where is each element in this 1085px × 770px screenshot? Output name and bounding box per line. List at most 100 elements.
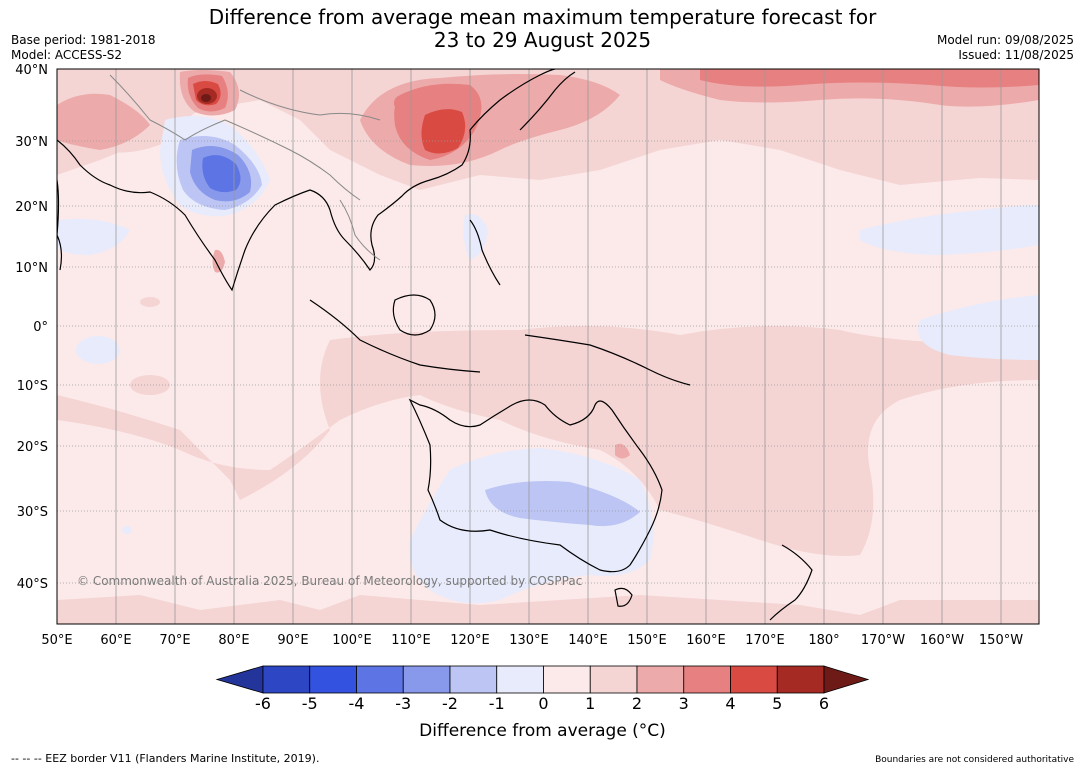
lon-label: 110°E xyxy=(391,633,431,648)
region-pacific-cool-2 xyxy=(918,295,1039,360)
colorbar-tick-label: 1 xyxy=(585,694,595,713)
meta-right: Model run: 09/08/2025 Issued: 11/08/2025 xyxy=(937,33,1074,63)
lon-label: 130°E xyxy=(509,633,549,648)
colorbar-tick-label: -6 xyxy=(255,694,271,713)
colorbar-tick-label: -1 xyxy=(489,694,505,713)
region-china-spot xyxy=(394,95,410,111)
lon-label: 150°W xyxy=(979,633,1023,648)
lat-label: 10°N xyxy=(15,261,48,276)
blob-pacific xyxy=(780,388,840,412)
coastline-asia xyxy=(57,69,556,292)
country-borders xyxy=(109,74,381,261)
lat-label: 30°S xyxy=(17,505,48,520)
region-northpacific-hot xyxy=(700,69,1039,88)
colorbar-segment xyxy=(683,665,731,694)
region-arabiansea-cool xyxy=(57,218,130,255)
latitude-labels: 40°N 30°N 20°N 10°N 0° 10°S 20°S 30°S 40°S xyxy=(15,63,48,592)
region-himalaya-6-plus xyxy=(201,94,211,102)
lon-label: 160°W xyxy=(920,633,964,648)
longitude-labels: 50°E 60°E 70°E 80°E 90°E 100°E 110°E 120°E 130°E… xyxy=(41,633,1023,648)
colorbar-segment xyxy=(402,665,451,694)
lat-label: 20°N xyxy=(15,200,48,215)
lon-label: 100°E xyxy=(332,633,372,648)
lon-label: 50°E xyxy=(41,633,72,648)
colorbar-segment xyxy=(636,665,685,694)
colorbar-tick-label: 2 xyxy=(632,694,642,713)
lat-label: 30°N xyxy=(15,135,48,150)
southern-edge-band xyxy=(57,595,1039,624)
region-australia-cooler xyxy=(485,481,640,527)
coastline-borneo xyxy=(392,294,436,336)
border-southasia xyxy=(109,74,361,201)
chart-title-line2: 23 to 29 August 2025 xyxy=(433,28,652,52)
lat-label: 20°S xyxy=(17,440,48,455)
lon-label: 80°E xyxy=(218,633,249,648)
colorbar-tick-label: 0 xyxy=(538,694,548,713)
lon-label: 150°E xyxy=(627,633,667,648)
colorbar-tick-label: -3 xyxy=(395,694,411,713)
chart-title-line1: Difference from average mean maximum tem… xyxy=(208,5,877,29)
colorbar-segment xyxy=(730,665,778,694)
coastline-philippines xyxy=(469,219,501,286)
base-period-text: Base period: 1981-2018 xyxy=(11,33,156,47)
colorbar-tick-label: 4 xyxy=(725,694,735,713)
region-srilanka-warm xyxy=(212,249,225,273)
model-text: Model: ACCESS-S2 xyxy=(11,48,123,62)
lon-label: 90°E xyxy=(277,633,308,648)
lat-label: 40°S xyxy=(17,577,48,592)
colorbar-tick-label: -5 xyxy=(302,694,318,713)
colorbar-tick-label: 3 xyxy=(679,694,689,713)
coastline-newguinea xyxy=(524,334,691,386)
lon-label: 180° xyxy=(808,633,839,648)
boundaries-note: Boundaries are not considered authoritat… xyxy=(875,755,1074,765)
colorbar-segment xyxy=(589,665,638,694)
lon-label: 160°E xyxy=(686,633,726,648)
colorbar-arrow-right xyxy=(823,665,870,694)
colorbar-segment xyxy=(496,665,544,694)
model-run-text: Model run: 09/08/2025 xyxy=(936,33,1074,47)
copyright-text: © Commonwealth of Australia 2025, Bureau… xyxy=(77,574,583,588)
region-indianocean-cool xyxy=(76,336,120,364)
colorbar-arrow-left xyxy=(215,665,264,694)
lon-label: 60°E xyxy=(100,633,131,648)
colorbar-tick-label: -2 xyxy=(442,694,458,713)
region-arabia-warm xyxy=(57,93,150,150)
colorbar-segment xyxy=(262,665,311,694)
lat-label: 0° xyxy=(33,320,48,335)
coastline-africa-arabia xyxy=(57,179,63,271)
lon-label: 170°W xyxy=(861,633,905,648)
colorbar-segment xyxy=(543,665,591,694)
map-frame xyxy=(56,68,1040,625)
colorbar-segment xyxy=(309,665,357,694)
map-area xyxy=(57,69,1039,624)
border-china-south xyxy=(239,89,381,121)
colorbar-tick-label: 6 xyxy=(819,694,829,713)
eez-note: -- -- -- EEZ border V11 (Flanders Marine… xyxy=(11,752,320,765)
colorbar-tick-label: 5 xyxy=(772,694,782,713)
lat-label: 10°S xyxy=(17,379,48,394)
blob-small xyxy=(140,297,160,307)
issued-text: Issued: 11/08/2025 xyxy=(958,48,1074,62)
colorbar: -6 -5 -4 -3 -2 -1 0 1 2 3 4 5 6 xyxy=(215,665,870,713)
coastline-indonesia-sumatra-java xyxy=(309,299,481,373)
region-pacific-cool xyxy=(860,205,1039,255)
anomaly-neg4-neg3-regions xyxy=(202,155,241,193)
coastline-tasmania xyxy=(614,587,633,607)
region-india-colder xyxy=(202,155,241,193)
region-small-cool xyxy=(122,526,132,534)
coastline-newzealand xyxy=(769,544,813,621)
colorbar-segment xyxy=(449,665,498,694)
meta-left: Base period: 1981-2018 Model: ACCESS-S2 xyxy=(11,33,156,63)
border-indochina xyxy=(339,199,381,261)
southern-band xyxy=(57,326,1039,556)
coastlines xyxy=(57,69,813,621)
lon-label: 70°E xyxy=(159,633,190,648)
colorbar-title: Difference from average (°C) xyxy=(419,721,666,741)
region-qld-warm xyxy=(615,443,630,459)
coastline-japan xyxy=(519,71,576,131)
lon-label: 140°E xyxy=(568,633,608,648)
coastline-australia xyxy=(408,398,663,573)
colorbar-segment xyxy=(356,665,404,694)
lat-label: 40°N xyxy=(15,63,48,78)
